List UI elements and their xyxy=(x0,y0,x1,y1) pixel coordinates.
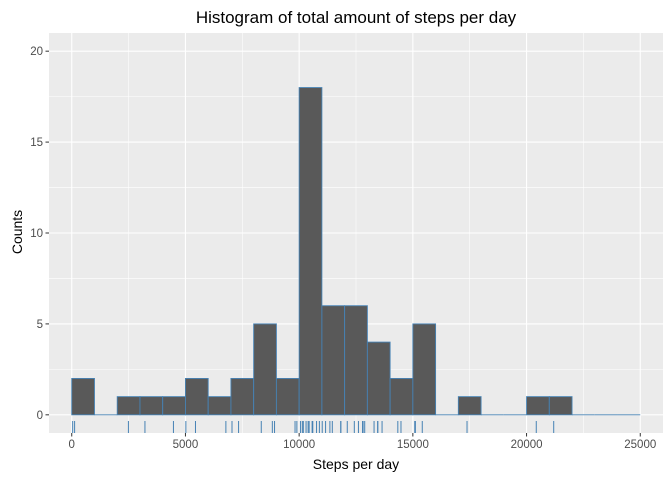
y-tick-label: 0 xyxy=(37,410,43,422)
histogram-bar xyxy=(366,341,391,416)
histogram-bar xyxy=(412,323,437,416)
x-tick-label: 5000 xyxy=(173,439,199,451)
histogram-bar xyxy=(116,396,141,416)
histogram-bar xyxy=(253,323,277,416)
x-tick-label: 25000 xyxy=(624,439,656,451)
histogram-bar xyxy=(71,378,95,416)
histogram-bar xyxy=(139,396,164,416)
y-axis-ticks: 0 5 10 15 20 xyxy=(30,46,49,422)
histogram-bar xyxy=(184,378,209,416)
x-tick-label: 20000 xyxy=(511,439,543,451)
histogram-bar xyxy=(298,87,323,416)
x-axis-title: Steps per day xyxy=(313,456,399,472)
histogram-bar xyxy=(457,396,482,416)
histogram-bar xyxy=(321,305,346,416)
histogram-bar xyxy=(275,378,300,416)
histogram-bars xyxy=(71,87,641,416)
x-tick-label: 15000 xyxy=(397,439,429,451)
histogram-bar xyxy=(344,305,368,416)
y-axis-title: Counts xyxy=(9,210,25,254)
chart-title: Histogram of total amount of steps per d… xyxy=(196,8,517,27)
histogram-bar xyxy=(526,396,550,416)
histogram-bar xyxy=(162,396,186,416)
x-tick-label: 10000 xyxy=(283,439,315,451)
x-axis-ticks: 0 5000 10000 15000 20000 25000 xyxy=(69,433,656,451)
y-tick-label: 20 xyxy=(30,46,43,58)
histogram-bar xyxy=(230,378,255,416)
y-tick-label: 15 xyxy=(30,137,43,149)
histogram-bar xyxy=(207,396,232,416)
histogram-bar xyxy=(548,396,573,416)
y-tick-label: 5 xyxy=(37,319,43,331)
rug-marks xyxy=(72,421,555,433)
y-tick-label: 10 xyxy=(30,228,43,240)
histogram-bar xyxy=(389,378,414,416)
x-tick-label: 0 xyxy=(69,439,75,451)
